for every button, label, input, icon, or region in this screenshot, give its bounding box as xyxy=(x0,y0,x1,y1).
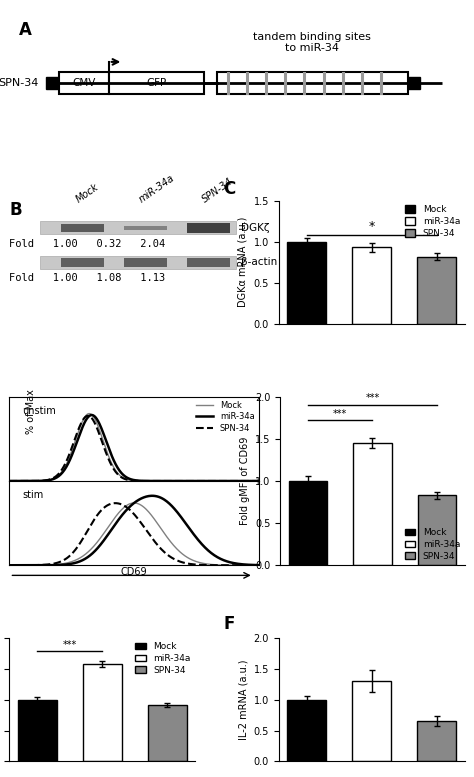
Text: Fold   1.00   1.08   1.13: Fold 1.00 1.08 1.13 xyxy=(9,274,166,284)
Bar xyxy=(417,721,456,761)
Y-axis label: Fold gMFI of CD69: Fold gMFI of CD69 xyxy=(240,437,250,525)
Bar xyxy=(417,256,456,324)
Bar xyxy=(217,72,408,94)
Bar xyxy=(187,258,229,267)
Text: F: F xyxy=(223,615,235,633)
Text: B: B xyxy=(9,200,22,218)
Text: C: C xyxy=(223,180,235,198)
Bar xyxy=(148,706,187,761)
Bar xyxy=(40,221,236,235)
Text: unstim: unstim xyxy=(22,406,55,416)
Text: ***: *** xyxy=(63,640,77,650)
Text: stim: stim xyxy=(22,490,43,500)
X-axis label: CD69: CD69 xyxy=(121,566,147,577)
Bar xyxy=(61,258,104,267)
Bar xyxy=(418,495,456,565)
Text: GFP: GFP xyxy=(146,78,166,88)
Bar xyxy=(353,443,392,565)
Y-axis label: DGKα mRNA (a.u.): DGKα mRNA (a.u.) xyxy=(238,217,248,308)
Text: SPN-34: SPN-34 xyxy=(0,78,39,88)
Text: SPN-34: SPN-34 xyxy=(200,176,235,204)
Bar xyxy=(352,248,391,324)
Text: ***: *** xyxy=(365,393,380,403)
Text: CMV: CMV xyxy=(72,78,95,88)
Legend: Mock, miR-34a, SPN-34: Mock, miR-34a, SPN-34 xyxy=(135,643,191,674)
Bar xyxy=(40,256,236,269)
Bar xyxy=(187,223,229,232)
Bar xyxy=(109,72,204,94)
Bar xyxy=(46,77,59,89)
Text: A: A xyxy=(18,21,31,39)
Bar xyxy=(59,72,109,94)
Bar xyxy=(18,699,57,761)
Text: *: * xyxy=(368,221,374,233)
Text: Fold   1.00   0.32   2.04: Fold 1.00 0.32 2.04 xyxy=(9,239,166,249)
Bar xyxy=(124,226,167,229)
Text: % of Max: % of Max xyxy=(26,389,36,434)
Text: DGKζ: DGKζ xyxy=(241,223,269,232)
Text: tandem binding sites
to miR-34: tandem binding sites to miR-34 xyxy=(253,32,371,54)
Text: miR-34a: miR-34a xyxy=(137,172,176,204)
Bar xyxy=(61,224,104,232)
Bar xyxy=(289,481,328,565)
Legend: Mock, miR-34a, SPN-34: Mock, miR-34a, SPN-34 xyxy=(405,205,460,238)
Bar xyxy=(408,77,420,89)
Bar xyxy=(287,242,326,324)
Bar xyxy=(352,681,391,761)
Bar xyxy=(124,258,167,267)
Legend: Mock, miR-34a, SPN-34: Mock, miR-34a, SPN-34 xyxy=(405,528,460,561)
Text: β-actin: β-actin xyxy=(241,257,277,267)
Text: Mock: Mock xyxy=(74,182,100,204)
Legend: Mock, miR-34a, SPN-34: Mock, miR-34a, SPN-34 xyxy=(196,401,255,433)
Bar xyxy=(83,664,122,761)
Bar xyxy=(287,699,326,761)
Text: ***: *** xyxy=(333,409,347,419)
Y-axis label: IL-2 mRNA (a.u.): IL-2 mRNA (a.u.) xyxy=(238,660,248,740)
